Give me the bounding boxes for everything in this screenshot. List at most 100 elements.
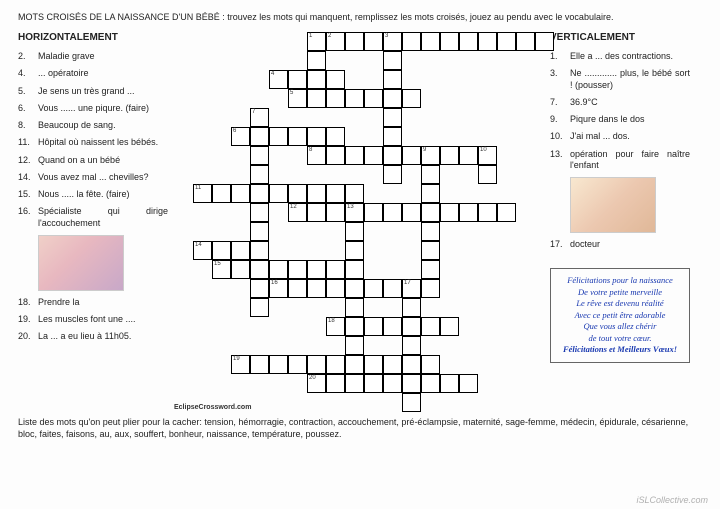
grid-cell[interactable] <box>383 317 402 336</box>
grid-cell[interactable] <box>307 51 326 70</box>
grid-cell[interactable] <box>250 355 269 374</box>
grid-cell[interactable] <box>345 241 364 260</box>
grid-cell[interactable] <box>459 32 478 51</box>
grid-cell[interactable] <box>421 203 440 222</box>
grid-cell[interactable] <box>402 374 421 393</box>
grid-cell[interactable] <box>307 184 326 203</box>
grid-cell[interactable] <box>402 298 421 317</box>
grid-cell[interactable] <box>421 374 440 393</box>
grid-cell[interactable] <box>288 355 307 374</box>
grid-cell[interactable] <box>364 89 383 108</box>
grid-cell[interactable] <box>307 203 326 222</box>
grid-cell[interactable] <box>326 146 345 165</box>
grid-cell[interactable] <box>440 32 459 51</box>
grid-cell[interactable] <box>326 127 345 146</box>
grid-cell[interactable] <box>345 222 364 241</box>
grid-cell[interactable] <box>383 51 402 70</box>
grid-cell[interactable] <box>250 279 269 298</box>
grid-cell[interactable] <box>364 32 383 51</box>
grid-cell[interactable] <box>478 165 497 184</box>
grid-cell[interactable] <box>478 32 497 51</box>
grid-cell[interactable] <box>307 89 326 108</box>
grid-cell[interactable] <box>383 70 402 89</box>
grid-cell[interactable] <box>269 260 288 279</box>
grid-cell[interactable] <box>459 374 478 393</box>
grid-cell[interactable] <box>402 355 421 374</box>
grid-cell[interactable] <box>326 70 345 89</box>
grid-cell[interactable] <box>402 32 421 51</box>
grid-cell[interactable] <box>345 355 364 374</box>
grid-cell[interactable] <box>231 241 250 260</box>
grid-cell[interactable] <box>288 279 307 298</box>
grid-cell[interactable] <box>440 374 459 393</box>
grid-cell[interactable] <box>326 260 345 279</box>
grid-cell[interactable] <box>383 355 402 374</box>
grid-cell[interactable] <box>269 127 288 146</box>
grid-cell[interactable] <box>402 393 421 412</box>
grid-cell[interactable] <box>364 203 383 222</box>
grid-cell[interactable] <box>326 279 345 298</box>
grid-cell[interactable] <box>364 146 383 165</box>
grid-cell[interactable] <box>326 184 345 203</box>
grid-cell[interactable] <box>288 184 307 203</box>
grid-cell[interactable] <box>421 241 440 260</box>
grid-cell[interactable] <box>250 184 269 203</box>
grid-cell[interactable] <box>421 279 440 298</box>
grid-cell[interactable] <box>326 374 345 393</box>
grid-cell[interactable] <box>307 355 326 374</box>
grid-cell[interactable] <box>288 127 307 146</box>
grid-cell[interactable] <box>250 260 269 279</box>
grid-cell[interactable] <box>212 241 231 260</box>
grid-cell[interactable] <box>402 89 421 108</box>
grid-cell[interactable] <box>231 260 250 279</box>
grid-cell[interactable] <box>345 89 364 108</box>
grid-cell[interactable] <box>364 355 383 374</box>
grid-cell[interactable] <box>402 203 421 222</box>
grid-cell[interactable] <box>478 203 497 222</box>
grid-cell[interactable] <box>231 184 250 203</box>
grid-cell[interactable] <box>535 32 554 51</box>
grid-cell[interactable] <box>383 279 402 298</box>
grid-cell[interactable] <box>326 89 345 108</box>
grid-cell[interactable] <box>250 203 269 222</box>
grid-cell[interactable] <box>440 317 459 336</box>
grid-cell[interactable] <box>516 32 535 51</box>
grid-cell[interactable] <box>421 222 440 241</box>
grid-cell[interactable] <box>288 70 307 89</box>
grid-cell[interactable] <box>383 165 402 184</box>
grid-cell[interactable] <box>383 203 402 222</box>
grid-cell[interactable] <box>345 298 364 317</box>
grid-cell[interactable] <box>250 298 269 317</box>
grid-cell[interactable] <box>269 184 288 203</box>
grid-cell[interactable] <box>250 241 269 260</box>
grid-cell[interactable] <box>345 260 364 279</box>
grid-cell[interactable] <box>421 355 440 374</box>
grid-cell[interactable] <box>288 260 307 279</box>
grid-cell[interactable] <box>307 127 326 146</box>
grid-cell[interactable] <box>345 279 364 298</box>
grid-cell[interactable] <box>440 146 459 165</box>
grid-cell[interactable] <box>269 355 288 374</box>
grid-cell[interactable] <box>402 146 421 165</box>
grid-cell[interactable] <box>497 32 516 51</box>
grid-cell[interactable] <box>250 127 269 146</box>
grid-cell[interactable] <box>326 355 345 374</box>
grid-cell[interactable] <box>345 336 364 355</box>
grid-cell[interactable] <box>402 336 421 355</box>
grid-cell[interactable] <box>307 260 326 279</box>
grid-cell[interactable] <box>383 89 402 108</box>
grid-cell[interactable] <box>421 184 440 203</box>
grid-cell[interactable] <box>421 165 440 184</box>
grid-cell[interactable] <box>307 70 326 89</box>
grid-cell[interactable] <box>402 317 421 336</box>
grid-cell[interactable] <box>250 165 269 184</box>
grid-cell[interactable] <box>345 184 364 203</box>
crossword-grid[interactable]: 2314567891011121314151617181920 <box>174 32 544 402</box>
grid-cell[interactable] <box>250 146 269 165</box>
grid-cell[interactable] <box>440 203 459 222</box>
grid-cell[interactable] <box>326 203 345 222</box>
grid-cell[interactable] <box>383 374 402 393</box>
grid-cell[interactable] <box>421 260 440 279</box>
grid-cell[interactable] <box>364 279 383 298</box>
grid-cell[interactable] <box>345 374 364 393</box>
